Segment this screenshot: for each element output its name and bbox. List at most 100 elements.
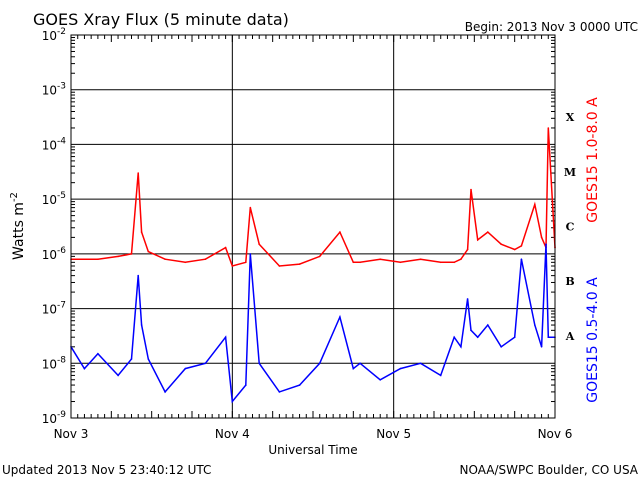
data-point	[278, 391, 281, 393]
data-point	[147, 358, 150, 360]
begin-label: Begin: 2013 Nov 3 0000 UTC	[465, 20, 638, 34]
legend-label: GOES15 1.0-8.0 A	[585, 97, 601, 223]
chart-title: GOES Xray Flux (5 minute data)	[33, 10, 289, 29]
data-point	[245, 384, 247, 386]
data-point	[379, 379, 382, 381]
data-point	[540, 236, 543, 239]
y-tick-label: 10-6	[42, 246, 67, 262]
data-point	[298, 263, 301, 265]
data-point	[419, 258, 422, 261]
data-point	[513, 248, 516, 251]
y-tick-base: 10	[42, 248, 57, 262]
data-point	[231, 400, 234, 403]
y-tick-exponent: -2	[57, 27, 66, 37]
data-point	[466, 248, 469, 251]
y-tick-exponent: -8	[57, 355, 66, 365]
data-point	[500, 346, 503, 348]
y-tick-base: 10	[42, 84, 57, 98]
y-axis-label-group: Watts m-2	[9, 192, 27, 260]
legend-entry: GOES15 0.5-4.0 A	[585, 277, 601, 403]
y-tick-base: 10	[42, 303, 57, 317]
x-tick-label: Nov 3	[54, 427, 89, 441]
data-point	[476, 239, 479, 241]
data-point	[547, 336, 550, 339]
data-point	[500, 243, 503, 245]
y-tick-label: 10-8	[42, 355, 67, 371]
data-point	[476, 336, 479, 339]
y-tick-base: 10	[42, 412, 57, 426]
y-tick-base: 10	[42, 193, 57, 207]
series-line-short	[70, 244, 555, 404]
data-point	[419, 362, 422, 365]
y-axis-label: Watts m	[11, 202, 27, 260]
data-point	[147, 250, 150, 253]
y-tick-base: 10	[42, 29, 57, 43]
data-point	[520, 258, 523, 261]
flare-class-label: B	[565, 275, 574, 288]
y-tick-exponent: -9	[57, 410, 66, 420]
data-point	[460, 346, 462, 348]
data-point	[318, 255, 321, 258]
data-point	[439, 374, 442, 377]
data-point	[318, 362, 321, 365]
grid-lines	[71, 35, 555, 418]
data-point	[470, 329, 472, 332]
x-axis-ticks: Nov 3 Nov 4 Nov 5 Nov 6	[54, 35, 572, 441]
data-point	[258, 362, 261, 365]
data-point	[534, 203, 536, 206]
data-point	[245, 261, 247, 264]
y-tick-label: 10-3	[42, 82, 66, 98]
y-tick-exponent: -4	[57, 136, 66, 146]
data-point	[298, 384, 301, 386]
data-point	[117, 374, 119, 377]
flare-class-label: C	[566, 221, 575, 234]
legend: GOES15 1.0-8.0 A GOES15 0.5-4.0 A	[585, 97, 601, 403]
data-point	[231, 265, 234, 267]
data-point	[466, 298, 469, 300]
flare-class-label: X	[566, 111, 575, 124]
data-point	[540, 346, 543, 348]
source-credit: NOAA/SWPC Boulder, CO USA	[460, 463, 639, 477]
data-point	[399, 261, 402, 264]
data-point	[487, 231, 489, 233]
data-point	[184, 261, 187, 264]
data-point	[137, 274, 139, 277]
y-tick-label: 10-2	[42, 27, 66, 43]
data-point	[140, 324, 143, 326]
legend-label: GOES15 0.5-4.0 A	[585, 277, 601, 403]
data-point	[97, 258, 99, 261]
data-point	[249, 206, 252, 209]
updated-timestamp: Updated 2013 Nov 5 23:40:12 UTC	[2, 463, 211, 477]
legend-entry: GOES15 1.0-8.0 A	[585, 97, 601, 223]
y-tick-label: 10-5	[42, 191, 66, 207]
data-point	[460, 258, 462, 261]
data-point	[359, 261, 361, 264]
data-point	[83, 367, 86, 370]
data-point	[130, 358, 133, 360]
data-point	[278, 265, 281, 267]
y-tick-exponent: -7	[57, 301, 66, 311]
data-point	[204, 258, 207, 261]
data-point	[545, 243, 547, 245]
data-point	[339, 231, 341, 233]
data-point	[379, 258, 382, 261]
y-axis-ticks: 10-210-310-410-510-610-710-810-9	[42, 27, 555, 426]
data-point	[117, 255, 119, 258]
data-point	[339, 316, 341, 318]
y-tick-exponent: -5	[57, 191, 66, 201]
data-point	[487, 324, 489, 326]
data-point	[352, 261, 355, 264]
flare-class-label: M	[564, 166, 576, 179]
y-axis-label-exponent: -2	[9, 192, 20, 202]
series-lines	[70, 127, 556, 404]
y-tick-base: 10	[42, 138, 57, 152]
data-point	[258, 243, 261, 245]
data-point	[137, 172, 139, 174]
data-point	[130, 253, 133, 255]
data-point	[204, 362, 207, 365]
data-point	[164, 258, 166, 261]
data-point	[97, 352, 99, 355]
plot-frame	[70, 34, 556, 419]
data-point	[547, 127, 550, 129]
